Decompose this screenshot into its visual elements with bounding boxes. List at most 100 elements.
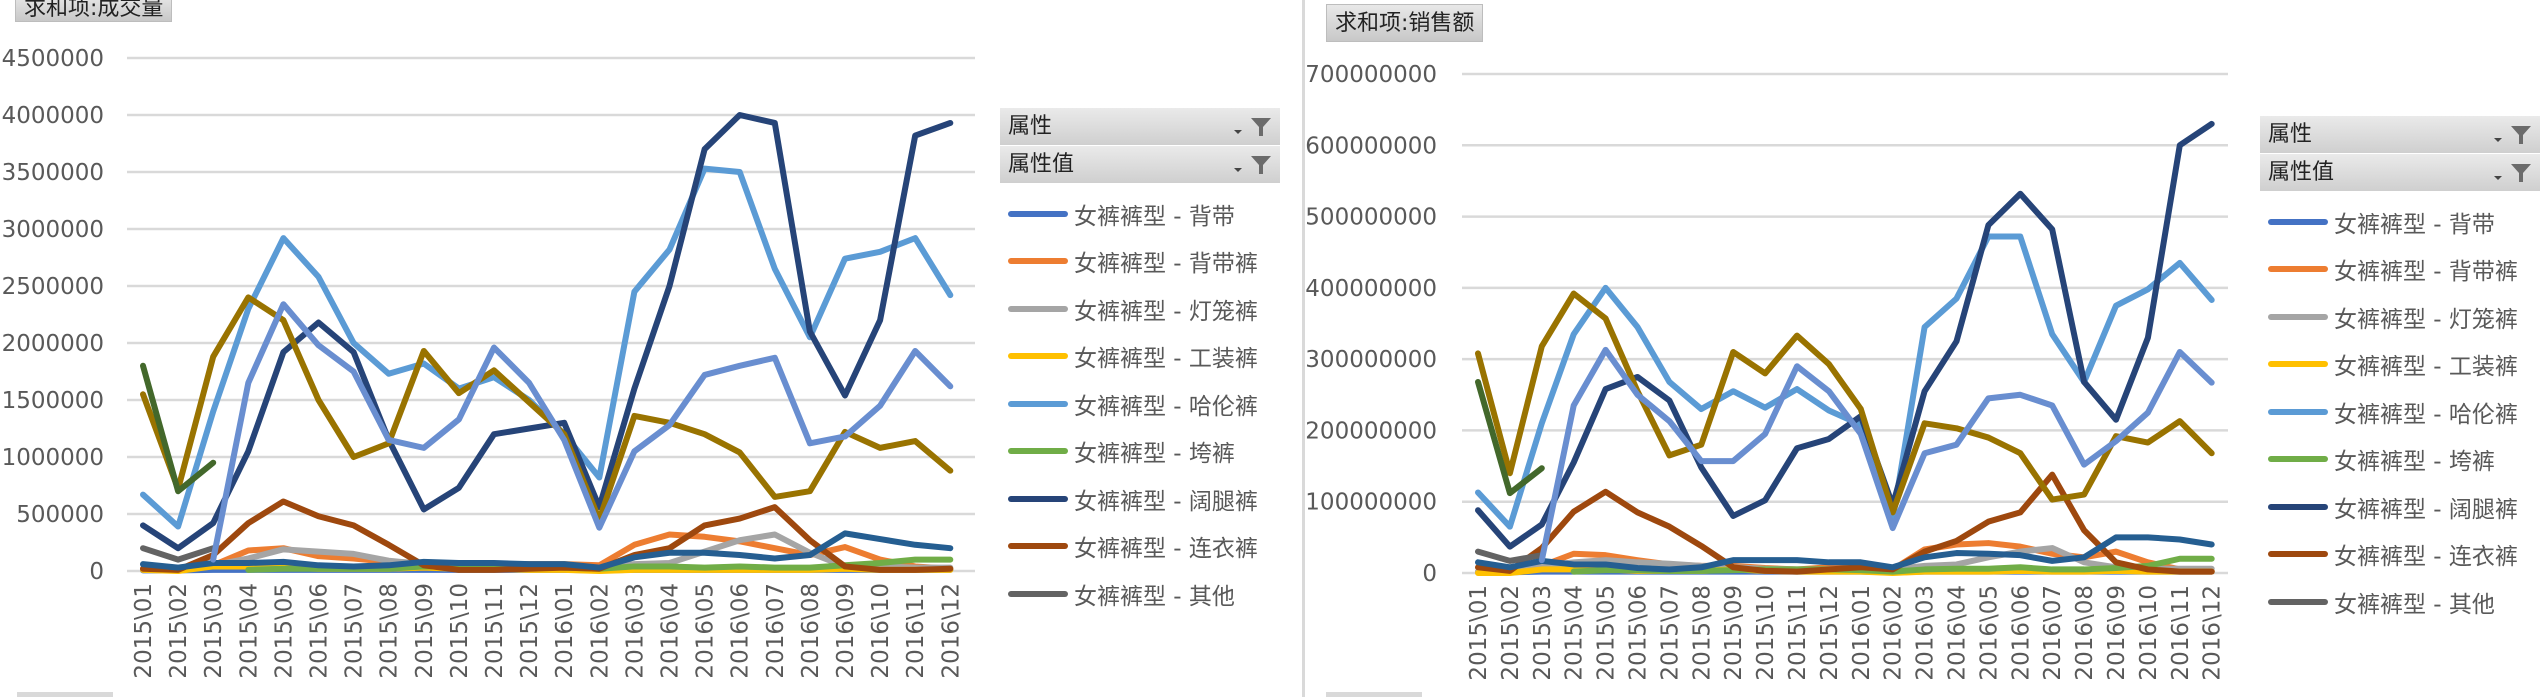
series-line[interactable]: [140, 530, 954, 571]
x-tick-label: 2016\12: [2200, 585, 2226, 681]
dropdown-caret-icon: [2494, 138, 2502, 142]
legend-entry[interactable]: 女裤裤型 - 其他: [2260, 578, 2540, 626]
legend-label: 女裤裤型 - 哈伦裤: [2334, 401, 2518, 428]
dropdown-caret-icon: [2494, 176, 2502, 180]
legend-entry[interactable]: 女裤裤型 - 连衣裤: [1000, 523, 1280, 571]
value-field-button[interactable]: 求和项:销售额: [1326, 4, 1484, 42]
x-tick-label: 2015\07: [1657, 585, 1683, 681]
legend-line-icon: [2268, 456, 2328, 463]
y-tick-label: 100000000: [1305, 490, 1437, 516]
x-tick-label: 2015\11: [482, 583, 508, 679]
series-line[interactable]: [1538, 346, 2215, 564]
filter-funnel-icon[interactable]: [2510, 162, 2532, 184]
value-field-button[interactable]: 求和项:成交量: [15, 0, 173, 22]
filter-attribute[interactable]: 属性: [1000, 108, 1280, 146]
series-line[interactable]: [210, 301, 954, 563]
x-tick-label: 2016\07: [2040, 585, 2066, 681]
filter-attribute-value[interactable]: 属性值: [2260, 154, 2540, 192]
legend-line-icon: [2268, 551, 2328, 558]
legend-entry[interactable]: 女裤裤型 - 垮裤: [1000, 428, 1280, 476]
legend-entry[interactable]: 女裤裤型 - 灯笼裤: [2260, 293, 2540, 341]
x-tick-label: 2016\12: [938, 583, 964, 679]
legend-label: 女裤裤型 - 背带: [2334, 211, 2495, 238]
y-tick-label: 1000000: [2, 445, 104, 471]
x-tick-label: 2015\04: [236, 583, 262, 679]
legend-entry[interactable]: 女裤裤型 - 工装裤: [2260, 341, 2540, 389]
legend-label: 女裤裤型 - 连衣裤: [1074, 536, 1258, 563]
legend-entry[interactable]: 女裤裤型 - 哈伦裤: [1000, 380, 1280, 428]
legend-line-icon: [2268, 503, 2328, 510]
filter-funnel-icon[interactable]: [1250, 116, 1272, 138]
legend-label: 女裤裤型 - 灯笼裤: [1074, 298, 1258, 325]
x-tick-label: 2016\08: [798, 583, 824, 679]
filter-attribute-value-label: 属性值: [1008, 152, 1075, 177]
legend-line-icon: [1008, 353, 1068, 360]
dropdown-caret-icon: [1234, 168, 1242, 172]
filter-funnel-icon[interactable]: [1250, 154, 1272, 176]
filter-attribute[interactable]: 属性: [2260, 116, 2540, 154]
x-tick-label: 2016\09: [833, 583, 859, 679]
chart-panel-volume: 求和项:成交量 0 500000 1000000 1500000 2000000 2500…: [2, 0, 1280, 679]
y-tick-label: 600000000: [1305, 133, 1437, 159]
legend-entry[interactable]: 女裤裤型 - 阔腿裤: [1000, 475, 1280, 523]
legend-line-icon: [2268, 408, 2328, 415]
x-tick-label: 2015\09: [412, 583, 438, 679]
x-tick-label: 2015\05: [1594, 585, 1620, 681]
legend-line-icon: [1008, 448, 1068, 455]
legend-entry[interactable]: 女裤裤型 - 背带: [1000, 190, 1280, 238]
series-line[interactable]: [140, 498, 954, 573]
legend-label: 女裤裤型 - 连衣裤: [2334, 544, 2518, 571]
dropdown-caret-icon: [1234, 130, 1242, 134]
y-tick-label: 700000000: [1305, 62, 1437, 88]
sheet-scrollbar-stub[interactable]: [1326, 692, 1422, 697]
filter-attribute-value[interactable]: 属性值: [1000, 146, 1280, 184]
x-tick-label: 2015\03: [201, 583, 227, 679]
legend-entry[interactable]: 女裤裤型 - 阔腿裤: [2260, 483, 2540, 531]
series-line[interactable]: [140, 112, 954, 552]
x-tick-label: 2015\08: [1689, 585, 1715, 681]
legend-label: 女裤裤型 - 其他: [2334, 591, 2495, 618]
legend-entry[interactable]: 女裤裤型 - 垮裤: [2260, 436, 2540, 484]
series-line[interactable]: [140, 362, 217, 495]
filter-funnel-icon[interactable]: [2510, 124, 2532, 146]
legend-label: 女裤裤型 - 工装裤: [1074, 346, 1258, 373]
series-line[interactable]: [1475, 120, 2215, 550]
series-line[interactable]: [1475, 471, 2215, 575]
legend-entry[interactable]: 女裤裤型 - 哈伦裤: [2260, 388, 2540, 436]
legend-entry[interactable]: 女裤裤型 - 连衣裤: [2260, 531, 2540, 579]
legend-entry[interactable]: 女裤裤型 - 背带裤: [1000, 238, 1280, 286]
x-tick-label: 2016\05: [693, 583, 719, 679]
x-tick-label: 2016\02: [587, 583, 613, 679]
series-line[interactable]: [1475, 534, 2215, 573]
y-tick-label: 4000000: [2, 103, 104, 129]
x-tick-label: 2015\07: [342, 583, 368, 679]
filter-attribute-value-label: 属性值: [2268, 160, 2335, 185]
x-tick-label: 2015\12: [1817, 585, 1843, 681]
line-chart-sales: 0 100000000 200000000 300000000 400000000 500…: [1305, 62, 2228, 681]
legend-label: 女裤裤型 - 背带裤: [1074, 251, 1258, 278]
legend-line-icon: [1008, 400, 1068, 407]
series-line[interactable]: [140, 545, 217, 563]
series-line[interactable]: [1475, 378, 1545, 497]
x-tick-label: 2015\02: [166, 583, 192, 679]
legend-entry[interactable]: 女裤裤型 - 背带: [2260, 198, 2540, 246]
y-tick-label: 1500000: [2, 388, 104, 414]
legend-entry[interactable]: 女裤裤型 - 灯笼裤: [1000, 285, 1280, 333]
x-tick-label: 2016\05: [1976, 585, 2002, 681]
legend-label: 女裤裤型 - 其他: [1074, 583, 1235, 610]
legend-items: 女裤裤型 - 背带 女裤裤型 - 背带裤 女裤裤型 - 灯笼裤 女裤裤型 - 工装裤女…: [2260, 198, 2540, 626]
legend-line-icon: [1008, 495, 1068, 502]
legend-entry[interactable]: 女裤裤型 - 工装裤: [1000, 333, 1280, 381]
series-line[interactable]: [1475, 290, 2215, 516]
legend-line-icon: [1008, 590, 1068, 597]
chart-panel-sales: 求和项:销售额 0 100000000 200000000 300000000 4000…: [1300, 0, 2548, 697]
legend-label: 女裤裤型 - 背带裤: [2334, 259, 2518, 286]
legend-entry[interactable]: 女裤裤型 - 背带裤: [2260, 246, 2540, 294]
series-line[interactable]: [1475, 548, 1545, 564]
legend-entry[interactable]: 女裤裤型 - 其他: [1000, 570, 1280, 618]
sheet-scrollbar-stub[interactable]: [17, 692, 113, 697]
x-tick-label: 2016\10: [868, 583, 894, 679]
legend-line-icon: [1008, 305, 1068, 312]
x-tick-label: 2016\09: [2104, 585, 2130, 681]
x-tick-label: 2016\01: [552, 583, 578, 679]
